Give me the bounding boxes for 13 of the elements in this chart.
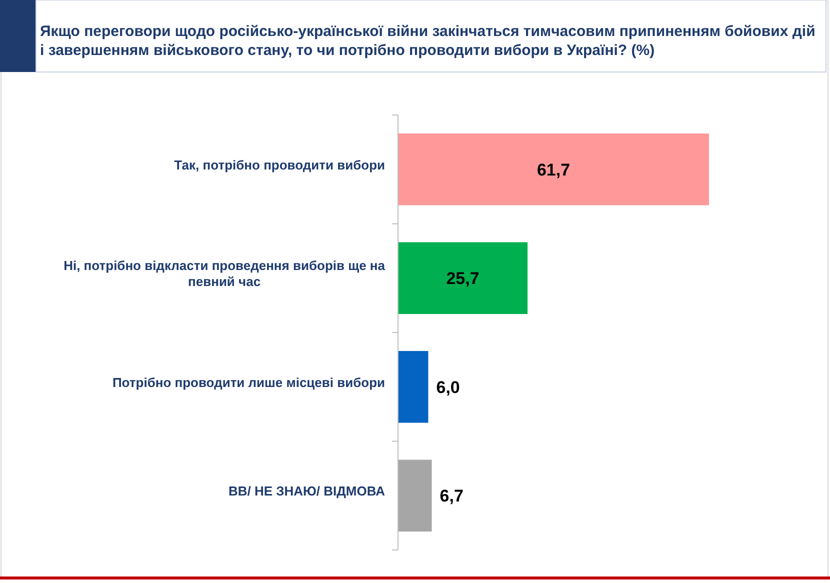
y-tick-label: Потрібно проводити лише місцеві вибори bbox=[112, 374, 386, 390]
chart-title: Якщо переговори щодо російсько-української війни закінчаться тимчасовим припиненням бойових дій і завершенням військового стану, то чи потрібно проводити вибори в Україні? (%) bbox=[40, 23, 816, 59]
bar bbox=[398, 242, 528, 314]
data-label: 25,7 bbox=[446, 269, 480, 288]
y-tick-label: Так, потрібно проводити вибори bbox=[174, 157, 386, 172]
y-tick-label: ВВ/ НЕ ЗНАЮ/ ВІДМОВА bbox=[228, 484, 386, 499]
bar bbox=[398, 460, 432, 532]
bar bbox=[398, 133, 709, 206]
y-tick-label: Ні, потрібно відкласти проведення виборів ще на певний час bbox=[64, 258, 386, 290]
data-label: 61,7 bbox=[536, 160, 570, 180]
data-label: 6,0 bbox=[436, 378, 460, 397]
data-label: 6,7 bbox=[440, 486, 464, 506]
bar bbox=[398, 350, 428, 423]
